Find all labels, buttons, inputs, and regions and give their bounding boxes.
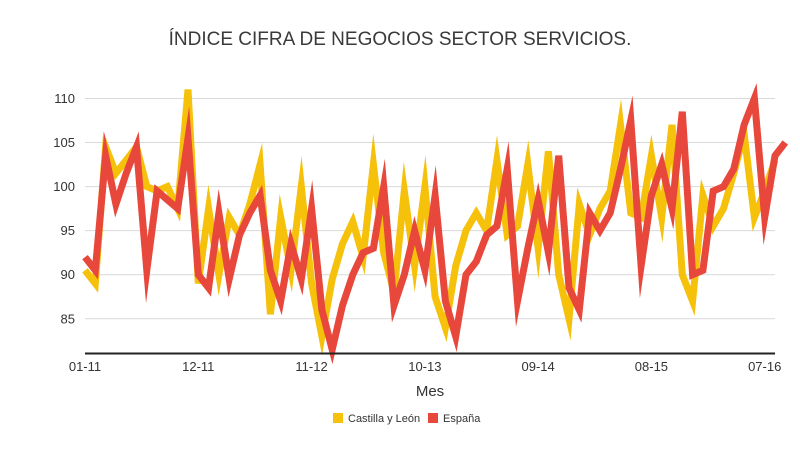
x-tick-label: 12-11 [182,359,214,374]
y-tick-label: 95 [61,223,75,238]
legend-label-espana: España [443,413,481,425]
legend-swatch-espana [428,413,438,423]
y-tick-label: 105 [53,135,75,150]
series-line-espana [82,83,789,365]
legend-label-castilla-y-leon: Castilla y León [348,413,420,425]
x-axis-ticks: 01-11 12-11 11-12 10-13 09-14 08-15 07-16 [69,359,781,374]
x-tick-label: 09-14 [522,359,555,374]
x-tick-label: 10-13 [408,359,441,374]
chart-title: ÍNDICE CIFRA DE NEGOCIOS SECTOR SERVICIO… [169,29,632,50]
x-axis-title: Mes [416,383,444,400]
y-tick-label: 100 [53,179,75,194]
legend: Castilla y León España [333,413,481,425]
series-lines [82,83,789,365]
y-tick-label: 85 [61,311,75,326]
legend-swatch-castilla-y-leon [333,413,343,423]
y-tick-label: 90 [61,267,75,282]
x-tick-label: 11-12 [295,359,327,374]
y-tick-label: 110 [54,91,75,106]
y-axis-ticks: 85 90 95 100 105 110 [53,91,75,326]
x-tick-label: 08-15 [635,359,668,374]
x-tick-label: 07-16 [748,359,781,374]
x-tick-label: 01-11 [69,359,101,374]
